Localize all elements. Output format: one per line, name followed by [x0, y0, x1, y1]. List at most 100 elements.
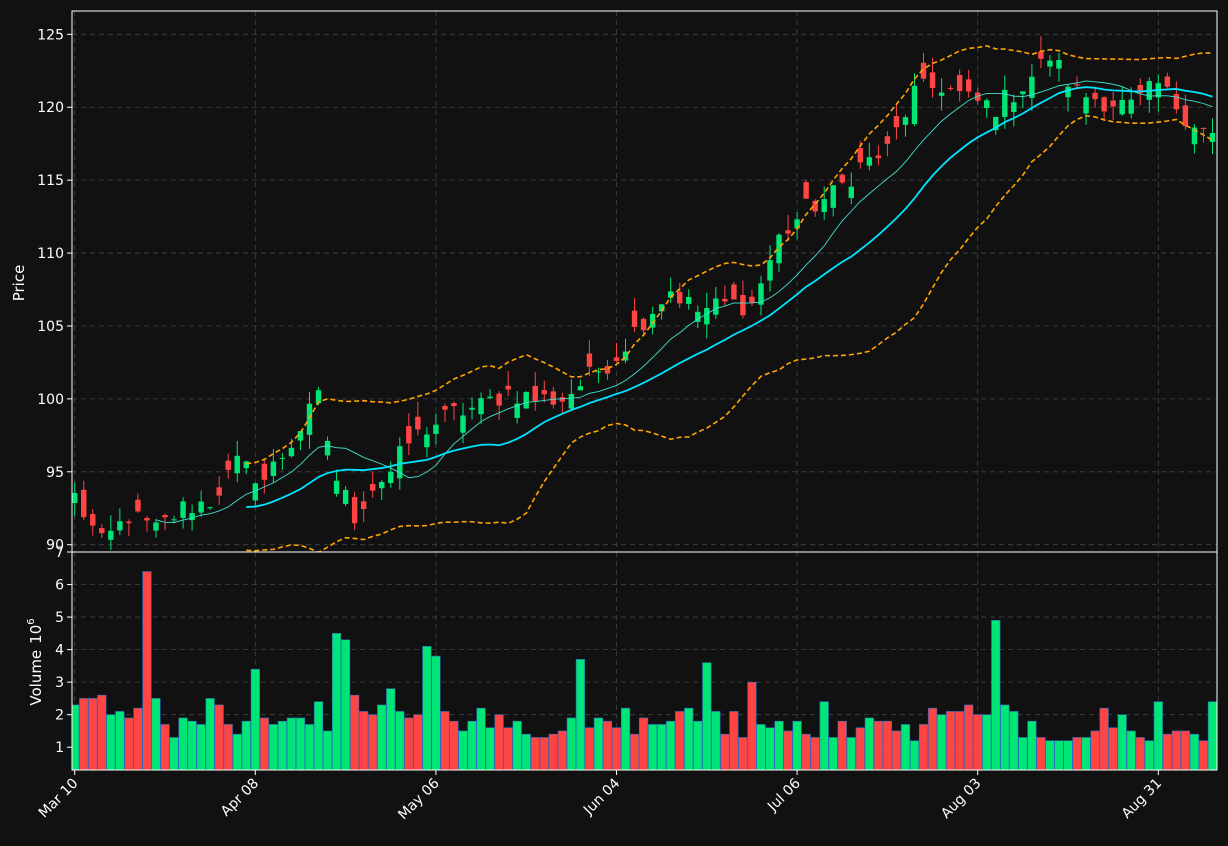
- candle: [1038, 36, 1044, 69]
- volume-bar: [404, 717, 414, 770]
- volume-bar: [711, 711, 721, 770]
- candle-body: [1020, 91, 1026, 95]
- volume-bar: [973, 714, 983, 770]
- candle: [505, 370, 511, 396]
- volume-bar: [1081, 737, 1091, 770]
- candle: [776, 233, 782, 273]
- volume-bar: [124, 717, 134, 770]
- candle: [803, 179, 809, 199]
- volume-bar: [557, 730, 567, 770]
- volume-bar: [765, 727, 775, 770]
- candle-body: [514, 403, 520, 418]
- volume-bar: [1027, 720, 1037, 770]
- volume-bar: [440, 711, 450, 770]
- volume-tick-label: 3: [55, 675, 64, 691]
- candle-body: [315, 390, 322, 404]
- volume-bar: [1054, 740, 1064, 770]
- candle-body: [252, 483, 259, 501]
- volume-bar: [1045, 740, 1055, 770]
- candle-body: [839, 174, 845, 183]
- volume-axis-label: Volume 106: [26, 618, 45, 705]
- candle: [740, 280, 746, 319]
- candle-body: [758, 283, 764, 305]
- candle: [984, 98, 990, 118]
- candle: [731, 281, 737, 300]
- volume-bar: [295, 717, 306, 770]
- candle: [812, 199, 818, 217]
- price-tick-label: 105: [37, 319, 64, 335]
- candle: [686, 289, 692, 310]
- volume-bar: [341, 639, 351, 770]
- candle: [622, 338, 629, 364]
- candle-body: [523, 392, 529, 409]
- candle-body: [162, 515, 168, 518]
- volume-bar: [946, 711, 956, 770]
- candle-body: [72, 492, 78, 504]
- candle: [369, 471, 376, 498]
- candle: [351, 491, 358, 531]
- volume-bar: [666, 720, 676, 770]
- candle-body: [848, 186, 854, 199]
- candle-body: [207, 507, 213, 509]
- candle: [415, 401, 421, 436]
- volume-bar: [810, 737, 820, 770]
- volume-bar: [458, 730, 468, 770]
- candle-body: [956, 75, 963, 92]
- candle-body: [929, 72, 936, 88]
- candle: [1029, 64, 1035, 111]
- volume-bar: [1099, 707, 1109, 770]
- volume-bar: [693, 720, 703, 770]
- candle-body: [993, 116, 999, 131]
- candle: [532, 372, 538, 411]
- volume-bar: [982, 714, 992, 770]
- volume-bar: [936, 714, 947, 770]
- candle: [198, 490, 204, 517]
- volume-bar: [1108, 727, 1118, 770]
- candle-body: [1110, 100, 1116, 107]
- candle: [216, 476, 222, 505]
- candle-body: [1137, 84, 1143, 94]
- volume-bar: [828, 737, 838, 770]
- candle: [478, 392, 484, 424]
- candle-body: [1182, 105, 1189, 127]
- candle: [577, 379, 584, 391]
- volume-bar: [503, 727, 513, 770]
- volume-bar: [169, 737, 179, 770]
- volume-bar: [648, 724, 658, 770]
- volume-bar: [882, 720, 892, 770]
- candle: [72, 482, 78, 517]
- candle-body: [884, 136, 891, 144]
- candle: [541, 380, 547, 403]
- volume-bar: [891, 730, 902, 770]
- candle: [667, 277, 674, 304]
- volume-bar: [259, 717, 269, 770]
- candle: [1002, 75, 1008, 129]
- candle-body: [360, 501, 367, 509]
- candle-body: [550, 391, 557, 405]
- volume-bar: [639, 717, 649, 770]
- candle-body: [667, 291, 674, 298]
- candle: [929, 57, 936, 98]
- candle: [568, 379, 575, 410]
- candle: [496, 391, 502, 421]
- volume-bar: [106, 714, 116, 770]
- volume-bar: [1036, 737, 1046, 770]
- price-tick-label: 100: [37, 392, 64, 408]
- candle: [586, 340, 593, 377]
- candle-body: [496, 393, 502, 406]
- candle-body: [803, 182, 809, 199]
- candle-body: [658, 304, 665, 312]
- candle-body: [1029, 76, 1035, 98]
- candle-body: [189, 513, 195, 521]
- volume-bar: [801, 733, 811, 770]
- candle-body: [586, 353, 593, 367]
- candle-body: [126, 521, 132, 524]
- candle: [1173, 81, 1180, 114]
- volume-bar: [792, 720, 802, 770]
- candle-body: [857, 148, 864, 163]
- candle: [902, 114, 909, 137]
- volume-bar: [422, 646, 432, 770]
- volume-tick-label: 2: [55, 708, 64, 724]
- volume-bar: [927, 707, 938, 770]
- candle-body: [965, 79, 972, 92]
